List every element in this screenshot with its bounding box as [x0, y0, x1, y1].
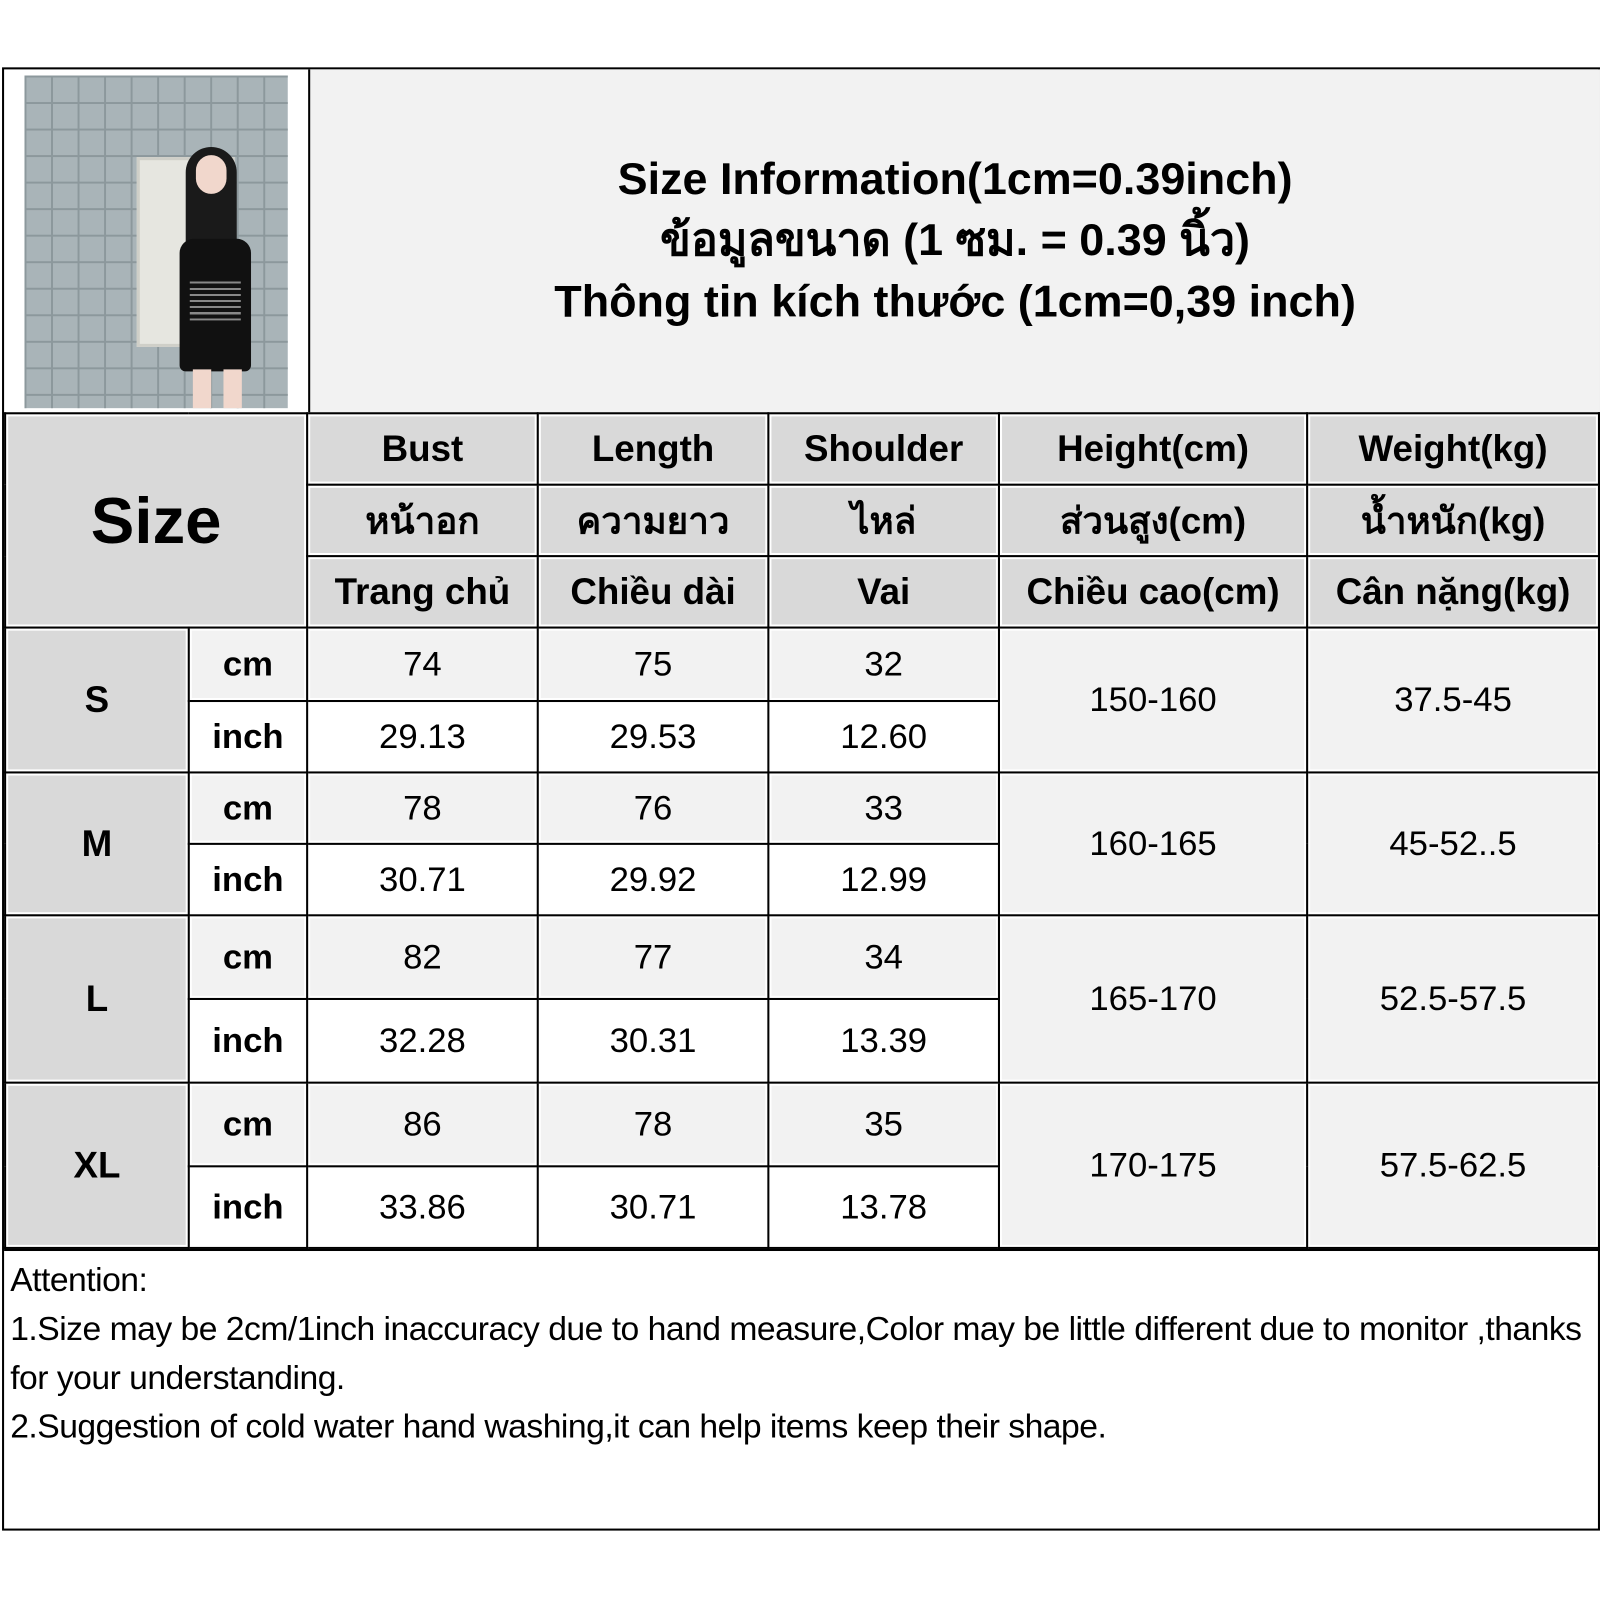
col-en: Bust	[306, 412, 539, 486]
cm-value: 76	[536, 771, 770, 845]
table-row: inch 29.13 29.53 12.60	[5, 699, 1599, 774]
size-label: XL	[4, 1081, 190, 1249]
weight-range: 37.5-45	[1306, 626, 1600, 774]
table-row: inch 33.86 30.71 13.78	[5, 1165, 1599, 1249]
attention-notes: Attention: 1.Size may be 2cm/1inch inacc…	[4, 1248, 1600, 1455]
col-en: Shoulder	[767, 412, 1000, 486]
unit-inch: inch	[187, 699, 309, 774]
size-label: L	[4, 914, 190, 1084]
col-vi: Trang chủ	[306, 555, 539, 629]
cm-value: 74	[306, 626, 539, 703]
black-dress	[179, 238, 252, 372]
weight-range: 57.5-62.5	[1306, 1081, 1600, 1249]
inch-value: 29.53	[536, 699, 770, 774]
inch-value: 29.92	[536, 842, 770, 917]
cm-value: 75	[536, 626, 770, 703]
inch-value: 30.31	[536, 997, 770, 1084]
inch-value: 33.86	[306, 1165, 539, 1249]
size-header: Size	[4, 412, 309, 629]
unit-cm: cm	[187, 626, 309, 703]
attention-line: 1.Size may be 2cm/1inch inaccuracy due t…	[10, 1309, 1582, 1396]
col-th: น้ำหนัก(kg)	[1306, 483, 1600, 558]
unit-cm: cm	[187, 771, 309, 845]
table-row: XL cm 86 78 35 170-175 57.5-62.5	[4, 1081, 1600, 1249]
inch-value: 13.78	[767, 1165, 1000, 1249]
inch-value: 30.71	[536, 1165, 770, 1249]
title-block: Size Information(1cm=0.39inch) ข้อมูลขนา…	[308, 69, 1600, 413]
col-vi: Vai	[767, 555, 1000, 629]
cm-value: 33	[767, 771, 1000, 845]
inch-value: 12.60	[767, 699, 1000, 774]
table-row: inch 32.28 30.31 13.39	[5, 997, 1599, 1084]
inch-value: 32.28	[306, 997, 539, 1084]
product-photo	[24, 75, 288, 409]
size-label: S	[4, 626, 190, 774]
height-range: 150-160	[997, 626, 1309, 774]
col-th: หน้าอก	[306, 483, 539, 558]
cm-value: 78	[306, 771, 539, 845]
height-range: 165-170	[997, 914, 1309, 1084]
cm-value: 35	[767, 1081, 1000, 1168]
weight-range: 45-52..5	[1306, 771, 1600, 917]
col-th: ส่วนสูง(cm)	[997, 483, 1309, 558]
cm-value: 77	[536, 914, 770, 1000]
cm-value: 82	[306, 914, 539, 1000]
model-leg	[223, 369, 242, 409]
inch-value: 12.99	[767, 842, 1000, 917]
attention-heading: Attention:	[10, 1260, 148, 1298]
title-vi: Thông tin kích thước (1cm=0,39 inch)	[554, 276, 1356, 327]
unit-inch: inch	[187, 842, 309, 917]
size-label: M	[4, 771, 190, 917]
cm-value: 34	[767, 914, 1000, 1000]
model-leg	[192, 369, 212, 409]
col-th: ความยาว	[536, 483, 770, 558]
unit-cm: cm	[187, 1081, 309, 1168]
title-th: ข้อมูลขนาด (1 ซม. = 0.39 นิ้ว)	[660, 215, 1250, 266]
unit-inch: inch	[187, 997, 309, 1084]
cm-value: 32	[767, 626, 1000, 703]
unit-cm: cm	[187, 914, 309, 1000]
unit-inch: inch	[187, 1165, 309, 1249]
size-chart: Size Information(1cm=0.39inch) ข้อมูลขนา…	[2, 67, 1600, 1531]
cm-value: 86	[306, 1081, 539, 1168]
weight-range: 52.5-57.5	[1306, 914, 1600, 1084]
col-en: Weight(kg)	[1306, 412, 1600, 486]
model-face	[195, 155, 227, 194]
height-range: 170-175	[997, 1081, 1309, 1249]
col-en: Height(cm)	[997, 412, 1309, 486]
height-range: 160-165	[997, 771, 1309, 917]
inch-value: 29.13	[306, 699, 539, 774]
col-vi: Chiều cao(cm)	[997, 555, 1309, 629]
size-table: Size Bust Length Shoulder Height(cm) Wei…	[4, 412, 1600, 1249]
table-row: inch 30.71 29.92 12.99	[5, 842, 1599, 917]
col-th: ไหล่	[767, 483, 1000, 558]
col-vi: Cân nặng(kg)	[1306, 555, 1600, 629]
attention-line: 2.Suggestion of cold water hand washing,…	[10, 1407, 1107, 1445]
col-en: Length	[536, 412, 770, 486]
cm-value: 78	[536, 1081, 770, 1168]
inch-value: 30.71	[306, 842, 539, 917]
title-en: Size Information(1cm=0.39inch)	[617, 154, 1293, 205]
col-vi: Chiều dài	[536, 555, 770, 629]
inch-value: 13.39	[767, 997, 1000, 1084]
